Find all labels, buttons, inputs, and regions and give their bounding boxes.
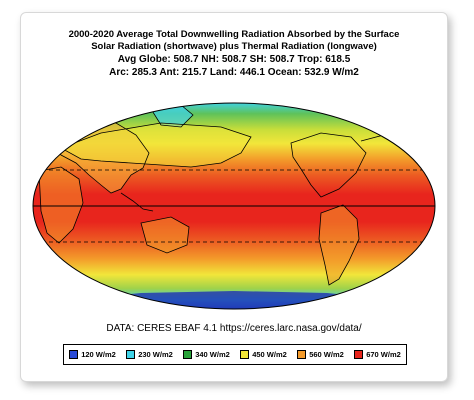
legend-label: 340 W/m2 bbox=[195, 350, 230, 359]
radiation-map bbox=[32, 102, 436, 310]
legend-label: 230 W/m2 bbox=[138, 350, 173, 359]
stats-line-2: Arc: 285.3 Ant: 215.7 Land: 446.1 Ocean:… bbox=[109, 67, 359, 78]
legend-item-340: 340 W/m2 bbox=[183, 350, 230, 359]
legend: 120 W/m2 230 W/m2 340 W/m2 450 W/m2 560 … bbox=[63, 344, 407, 365]
legend-swatch bbox=[69, 350, 79, 359]
legend-item-450: 450 W/m2 bbox=[240, 350, 287, 359]
legend-item-560: 560 W/m2 bbox=[297, 350, 344, 359]
land-greenland bbox=[151, 105, 193, 127]
land-eurasia bbox=[61, 123, 251, 167]
legend-item-120: 120 W/m2 bbox=[69, 350, 116, 359]
legend-swatch bbox=[240, 350, 250, 359]
legend-item-670: 670 W/m2 bbox=[354, 350, 401, 359]
title-line-2: Solar Radiation (shortwave) plus Thermal… bbox=[91, 41, 377, 52]
title-block: 2000-2020 Average Total Downwelling Radi… bbox=[21, 29, 447, 79]
data-source: DATA: CERES EBAF 4.1 https://ceres.larc.… bbox=[106, 323, 362, 334]
map-area bbox=[21, 93, 447, 323]
legend-swatch bbox=[126, 350, 136, 359]
coastlines bbox=[38, 104, 427, 286]
globe-outline bbox=[32, 102, 436, 310]
stats-line-1: Avg Globe: 508.7 NH: 508.7 SH: 508.7 Tro… bbox=[117, 54, 351, 65]
land-australia bbox=[141, 217, 189, 253]
globe-fill bbox=[33, 103, 435, 309]
land-antarctica bbox=[33, 291, 435, 309]
legend-label: 560 W/m2 bbox=[309, 350, 344, 359]
legend-label: 670 W/m2 bbox=[366, 350, 401, 359]
legend-swatch bbox=[297, 350, 307, 359]
figure-frame: 2000-2020 Average Total Downwelling Radi… bbox=[20, 12, 448, 382]
legend-label: 450 W/m2 bbox=[252, 350, 287, 359]
legend-swatch bbox=[354, 350, 364, 359]
legend-label: 120 W/m2 bbox=[81, 350, 116, 359]
legend-swatch bbox=[183, 350, 193, 359]
title-line-1: 2000-2020 Average Total Downwelling Radi… bbox=[68, 29, 400, 40]
land-south-america bbox=[319, 205, 359, 285]
land-africa bbox=[39, 167, 83, 243]
legend-item-230: 230 W/m2 bbox=[126, 350, 173, 359]
